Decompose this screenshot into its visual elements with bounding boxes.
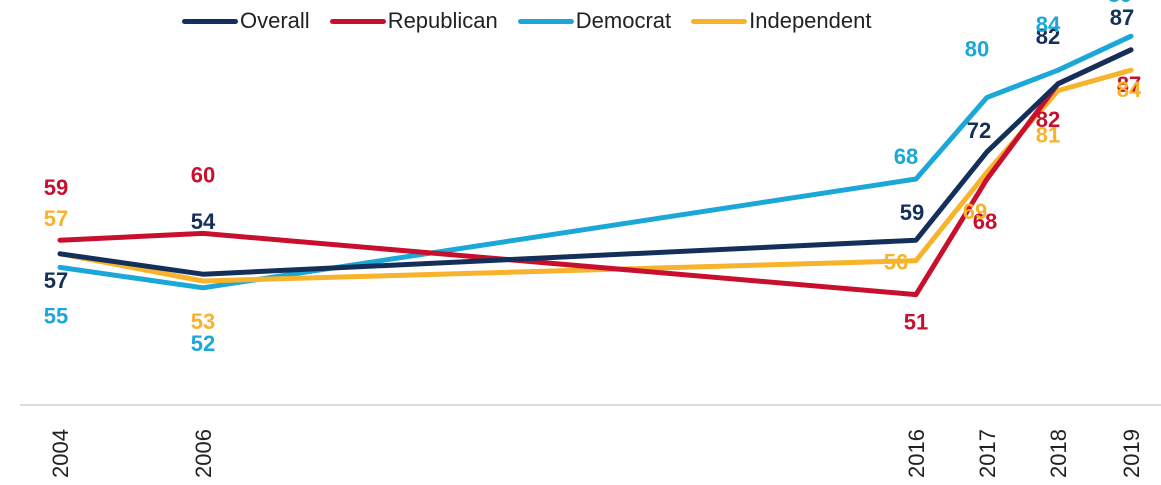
legend-label-independent: Independent — [749, 8, 872, 33]
data-label-independent: 69 — [963, 199, 987, 224]
legend-item-democrat: Democrat — [517, 8, 672, 34]
x-tick-label: 2019 — [1119, 429, 1144, 478]
series-line-independent — [57, 67, 1134, 284]
data-label-overall: 57 — [44, 268, 68, 293]
data-label-republican: 87 — [1117, 72, 1141, 97]
x-tick-label: 2018 — [1046, 429, 1071, 478]
legend-label-democrat: Democrat — [575, 8, 672, 33]
data-label-overall: 59 — [900, 200, 924, 225]
data-label-democrat: 80 — [965, 36, 989, 61]
legend-swatch-overall — [182, 18, 238, 24]
data-label-independent: 84 — [1117, 77, 1142, 102]
legend-item-independent: Independent — [691, 8, 871, 34]
data-label-independent: 53 — [191, 309, 215, 334]
data-label-independent: 56 — [884, 250, 908, 275]
legend-swatch-democrat — [517, 18, 574, 24]
x-tick-label: 2016 — [904, 429, 929, 478]
data-label-independent: 57 — [44, 206, 68, 231]
legend-swatch-independent — [691, 18, 748, 24]
data-label-democrat: 52 — [191, 331, 215, 356]
legend-item-republican: Republican — [329, 8, 498, 34]
data-label-republican: 82 — [1036, 107, 1060, 132]
x-tick-label: 2004 — [48, 429, 73, 478]
data-label-republican: 51 — [904, 310, 928, 335]
data-label-overall: 87 — [1110, 5, 1134, 30]
series-line-democrat — [57, 33, 1134, 291]
legend-swatch-republican — [329, 18, 386, 24]
legend-label-republican: Republican — [387, 8, 498, 33]
data-label-democrat: 89 — [1108, 0, 1132, 7]
data-label-independent: 81 — [1036, 123, 1060, 148]
x-tick-label: 2006 — [191, 429, 216, 478]
x-tick-label: 2017 — [975, 429, 1000, 478]
data-label-democrat: 55 — [44, 303, 68, 328]
data-label-overall: 54 — [191, 209, 216, 234]
data-label-republican: 60 — [191, 162, 215, 187]
data-label-overall: 82 — [1036, 24, 1060, 49]
data-label-republican: 59 — [44, 175, 68, 200]
data-label-republican: 68 — [973, 209, 997, 234]
series-line-overall — [57, 47, 1134, 277]
data-label-overall: 72 — [967, 118, 991, 143]
data-label-democrat: 84 — [1036, 12, 1061, 37]
legend-item-overall: Overall — [182, 8, 310, 34]
data-label-democrat: 68 — [894, 144, 918, 169]
legend: Overall Republican Democrat Independent — [182, 8, 891, 34]
legend-label-overall: Overall — [240, 8, 310, 33]
